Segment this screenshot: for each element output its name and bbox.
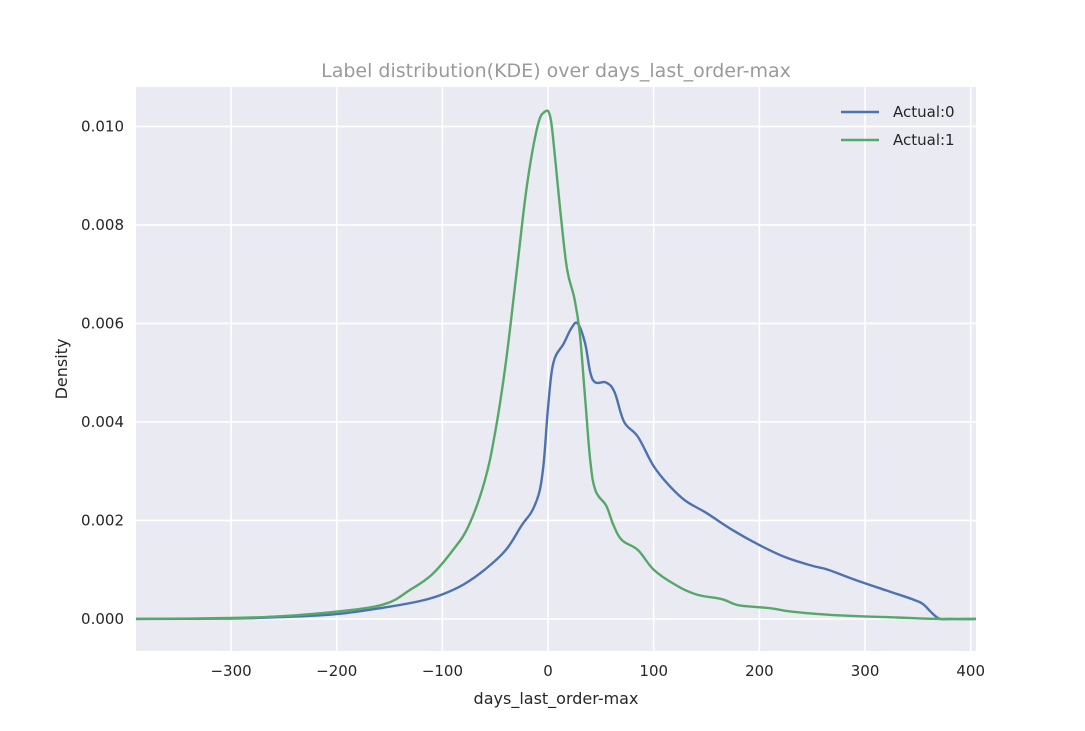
series-line-actual-1: [136, 109, 976, 621]
y-axis-label: Density: [52, 339, 71, 400]
x-tick-label: 300: [851, 662, 880, 680]
x-tick-label: 100: [639, 662, 668, 680]
y-tick-label: 0.006: [81, 314, 124, 332]
y-tick-label: 0.002: [81, 511, 124, 529]
legend-label: Actual:0: [893, 103, 955, 121]
x-tick-label: −100: [422, 662, 463, 680]
y-tick-label: 0.000: [81, 610, 124, 628]
x-tick-label: 0: [543, 662, 553, 680]
x-tick-label: −300: [210, 662, 251, 680]
x-tick-label: −200: [316, 662, 357, 680]
plot-background: [136, 87, 976, 651]
y-tick-label: 0.004: [81, 413, 124, 431]
chart-title: Label distribution(KDE) over days_last_o…: [321, 60, 791, 82]
x-tick-label: 200: [745, 662, 774, 680]
x-axis-label: days_last_order-max: [474, 689, 639, 709]
x-tick-label: 400: [956, 662, 985, 680]
y-tick-label: 0.008: [81, 216, 124, 234]
legend-label: Actual:1: [893, 131, 955, 149]
y-tick-label: 0.010: [81, 117, 124, 135]
series-line-actual-0: [136, 321, 976, 621]
